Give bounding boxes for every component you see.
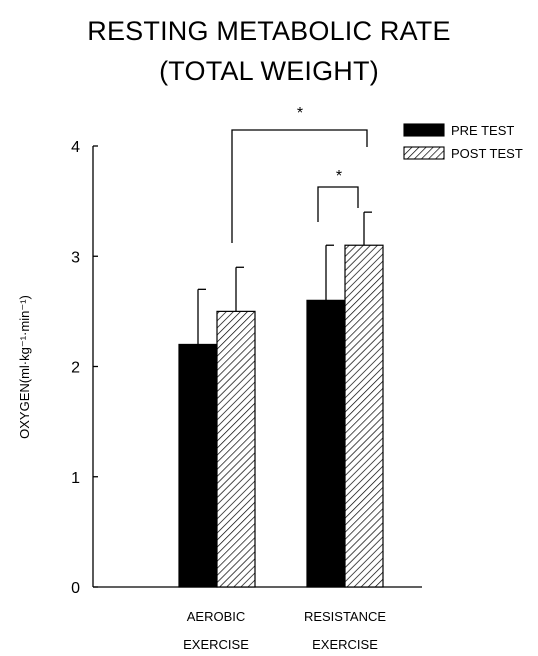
x-category-label-0-line-1: EXERCISE <box>183 637 249 652</box>
y-tick-label: 0 <box>71 580 80 597</box>
y-tick-label: 2 <box>71 360 80 377</box>
x-category-label-1-line-1: EXERCISE <box>312 637 378 652</box>
significance-asterisk-pre-post: * <box>336 168 342 185</box>
legend-label-pre-test: PRE TEST <box>451 123 514 138</box>
y-tick-label: 3 <box>71 249 80 266</box>
x-category-label-1-line-0: RESISTANCE <box>304 609 386 624</box>
bar-pre-1 <box>306 299 346 588</box>
bar-post-0 <box>216 310 256 588</box>
x-category-label-0-line-0: AEROBIC <box>187 609 246 624</box>
legend-swatch-pre-test <box>403 123 445 137</box>
y-tick-label: 4 <box>71 139 80 156</box>
bar-post-1 <box>344 244 384 588</box>
y-tick-label: 1 <box>71 470 80 487</box>
legend-swatch-post-test <box>403 146 445 160</box>
y-axis-label: OXYGEN(ml·kg⁻¹·min⁻¹) <box>17 295 32 439</box>
chart-title-line-2: (TOTAL WEIGHT) <box>159 56 379 86</box>
bar-pre-0 <box>178 343 218 588</box>
legend-label-post-test: POST TEST <box>451 146 523 161</box>
significance-bracket-between-groups <box>231 129 368 243</box>
chart-title-line-1: RESTING METABOLIC RATE <box>87 16 451 46</box>
significance-bracket-pre-post <box>317 186 359 222</box>
significance-asterisk-between-groups: * <box>297 105 303 122</box>
